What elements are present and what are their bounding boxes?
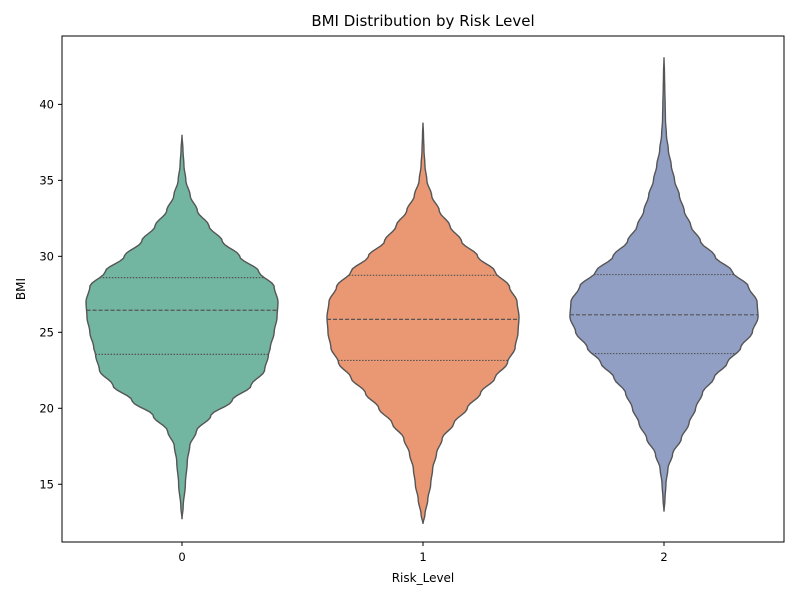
x-tick-label-2: 2 [660, 550, 667, 564]
violin-body-0 [85, 134, 279, 520]
chart-title: BMI Distribution by Risk Level [311, 12, 534, 30]
y-axis: 15 20 25 30 35 40 [39, 97, 62, 491]
violin-0 [85, 134, 279, 520]
y-axis-label: BMI [14, 278, 28, 300]
violin-body-2 [569, 57, 759, 512]
violin-1 [326, 122, 520, 524]
y-tick-label-40: 40 [39, 97, 54, 111]
y-tick-label-20: 20 [39, 401, 54, 415]
violin-body-1 [326, 122, 520, 524]
x-tick-label-1: 1 [419, 550, 426, 564]
violin-2 [569, 57, 759, 512]
x-tick-label-0: 0 [178, 550, 185, 564]
y-tick-label-30: 30 [39, 249, 54, 263]
y-tick-label-35: 35 [39, 173, 54, 187]
y-tick-label-15: 15 [39, 477, 54, 491]
x-axis-label: Risk_Level [392, 571, 455, 585]
x-axis: 0 1 2 [178, 542, 668, 564]
violins-group [85, 57, 759, 524]
y-tick-label-25: 25 [39, 325, 54, 339]
